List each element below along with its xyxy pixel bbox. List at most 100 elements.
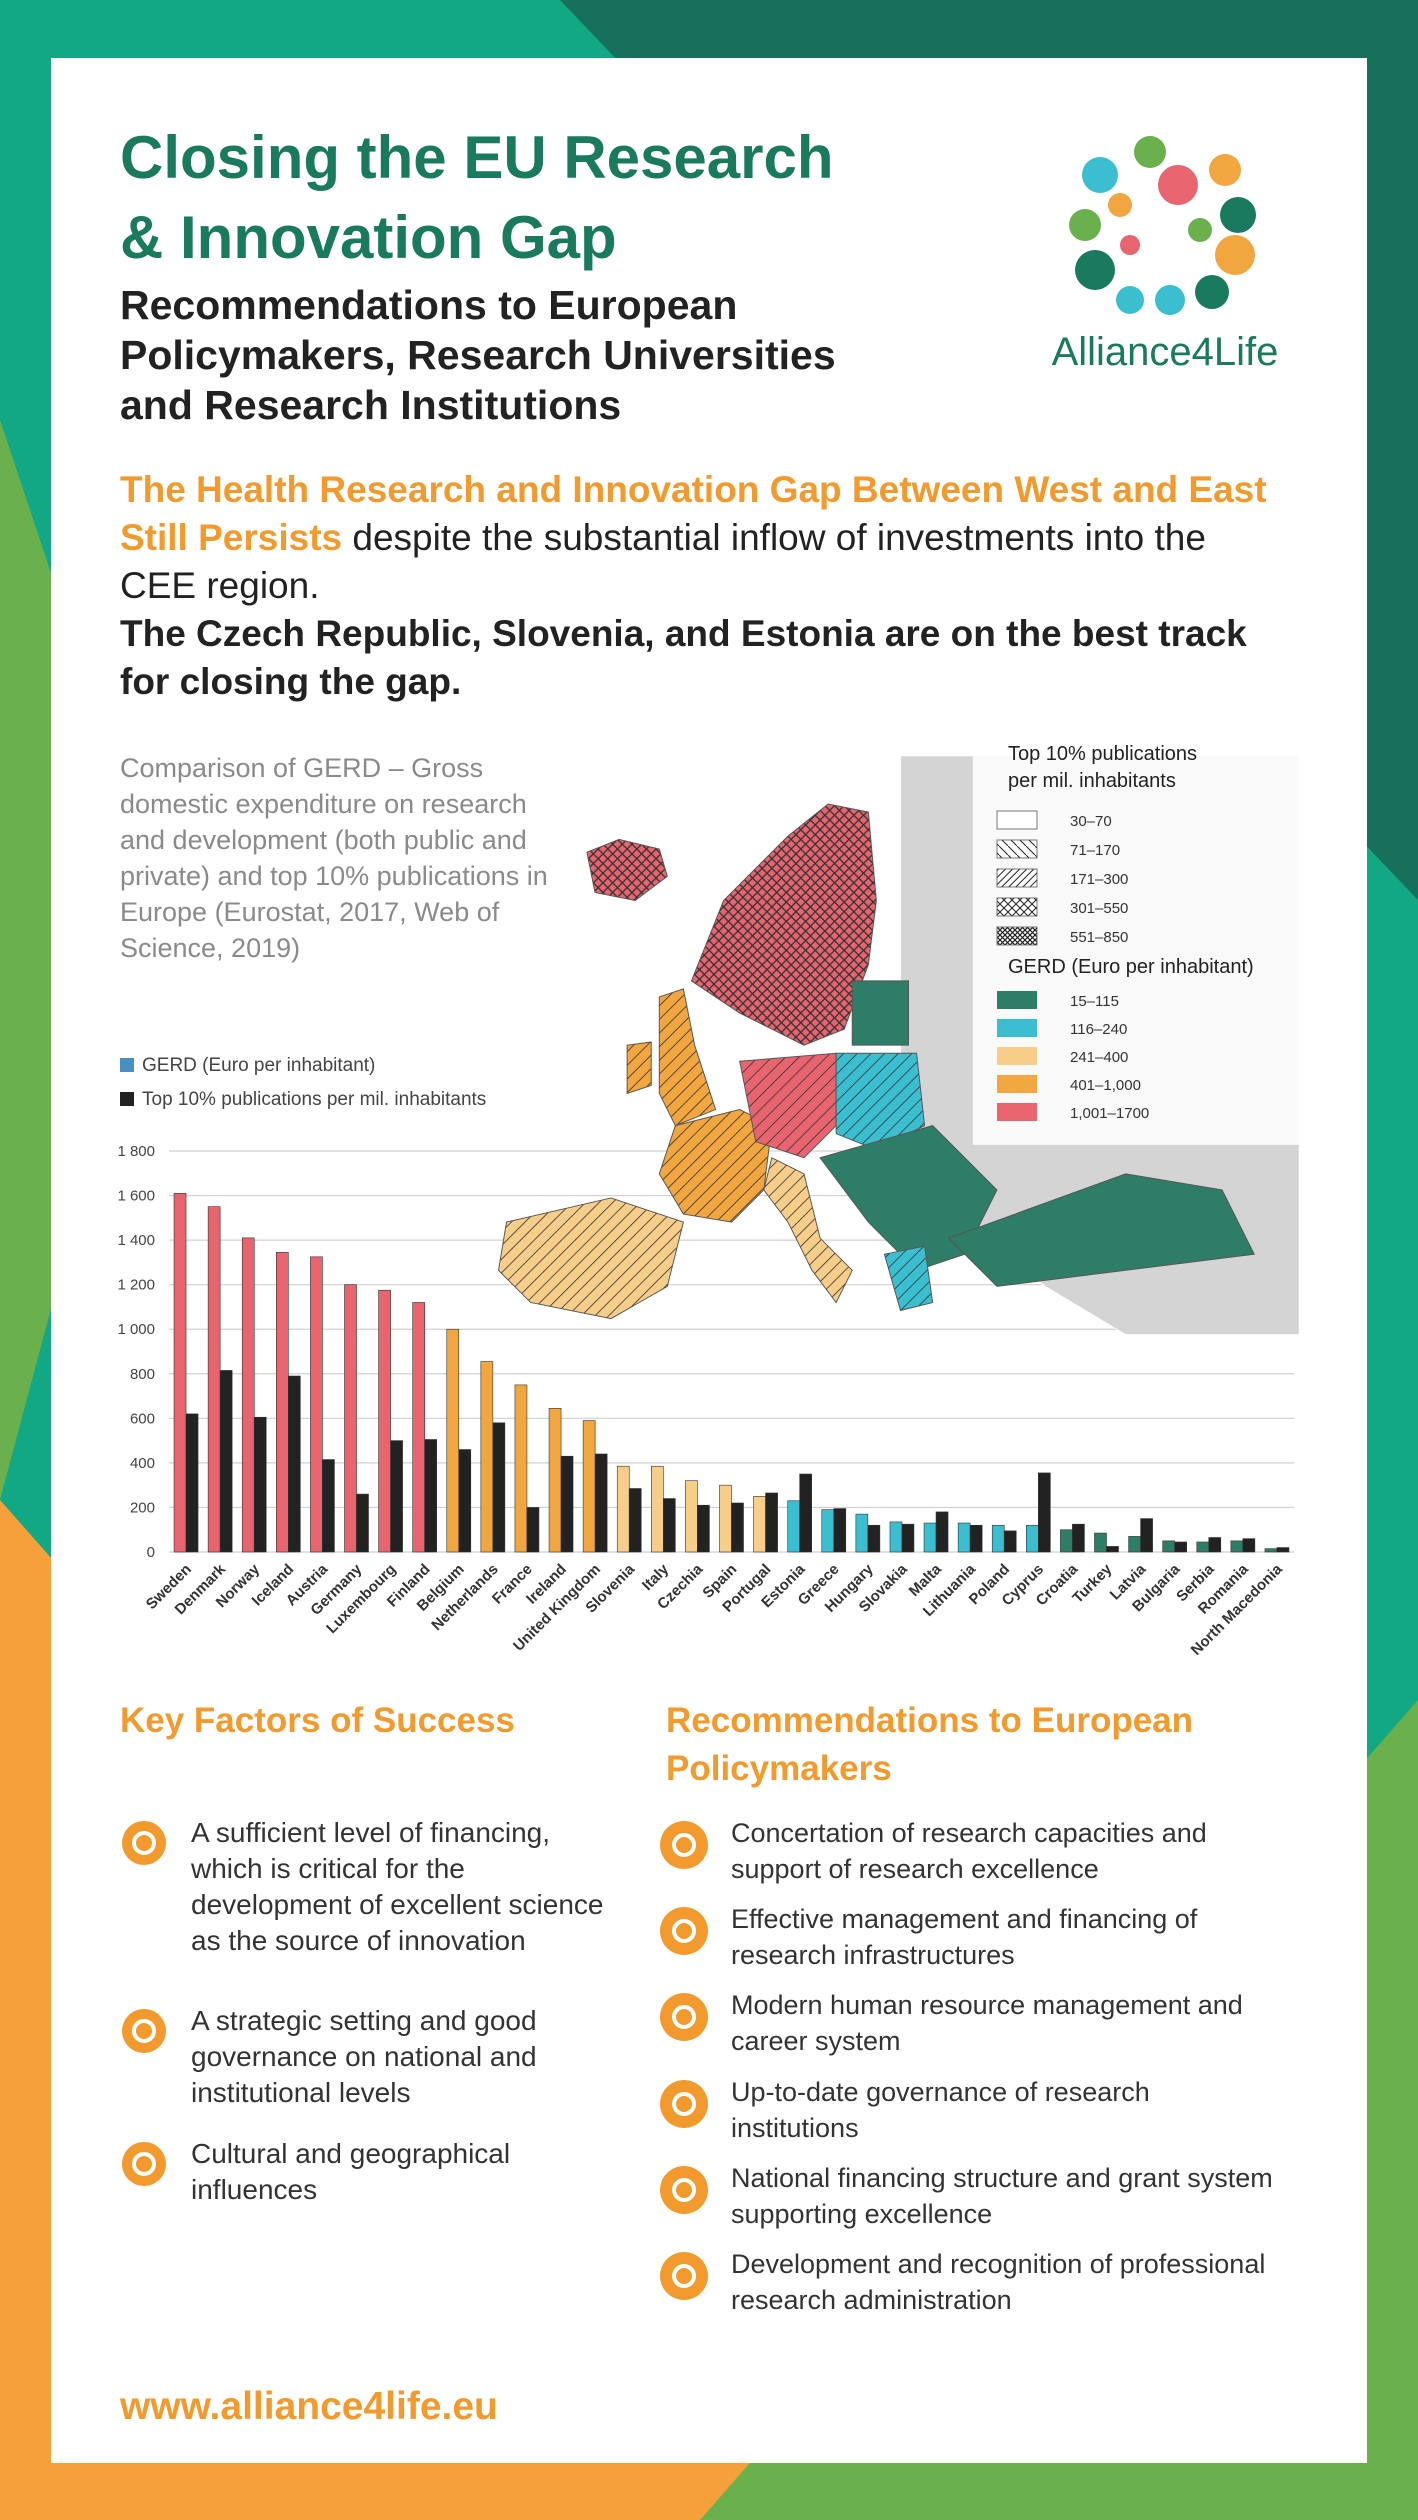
bar: [821, 1509, 835, 1553]
bar: [582, 1420, 596, 1553]
bar: [651, 1465, 664, 1553]
bar: [957, 1522, 971, 1553]
bar: [628, 1488, 642, 1553]
list-item: National financing structure and grant s…: [731, 2162, 1273, 2229]
bar: [935, 1511, 949, 1553]
section-title: Recommendations to European Policymakers: [666, 1701, 1194, 1788]
bar: [1230, 1540, 1244, 1553]
map-legend-label: 401–1,000: [1070, 1077, 1141, 1094]
bar: [1242, 1538, 1256, 1553]
list-item: A sufficient level of financing, which i…: [191, 1817, 604, 1956]
footer-url: www.alliance4life.eu: [120, 2385, 498, 2428]
icon: [122, 2142, 166, 2186]
bar: [424, 1439, 437, 1553]
bar: [446, 1328, 460, 1553]
map-legend-swatch: [997, 991, 1037, 1009]
y-tick-label: 600: [130, 1410, 155, 1427]
subtitle: Recommendations to European Policymakers…: [120, 280, 836, 430]
bar: [855, 1513, 869, 1553]
bar: [991, 1524, 1005, 1553]
y-tick-label: 1 400: [117, 1232, 155, 1249]
bar: [1060, 1529, 1073, 1553]
icon: [122, 1821, 166, 1865]
bar: [753, 1496, 766, 1553]
bar: [1196, 1541, 1210, 1553]
bar: [207, 1206, 221, 1553]
legend-label: Top 10% publications per mil. inhabitant…: [142, 1089, 486, 1110]
intro-highlight: The Health Research and Innovation Gap B…: [120, 469, 1267, 558]
bar: [1038, 1472, 1051, 1553]
bar: [901, 1523, 915, 1553]
icon: [660, 1907, 708, 1956]
bar: [1072, 1523, 1085, 1553]
logo-name: Alliance4Life: [1051, 330, 1279, 374]
bar: [1174, 1541, 1187, 1553]
bar: [492, 1422, 506, 1553]
map-legend-swatch: [997, 1103, 1037, 1121]
bar: [1094, 1532, 1107, 1553]
list-item: Modern human resource management and car…: [731, 1990, 1243, 2057]
bar: [185, 1413, 199, 1553]
bar: [412, 1302, 425, 1553]
bar: [719, 1484, 732, 1553]
bar: [1128, 1536, 1141, 1553]
icon: [660, 2252, 708, 2300]
list-item: Cultural and geographical influences: [191, 2138, 511, 2205]
icon: [660, 2079, 708, 2128]
title: Closing the EU Research & Innovation Gap: [120, 118, 834, 278]
bar: [276, 1252, 289, 1553]
bar: [697, 1504, 710, 1553]
map-legend-swatch: [997, 1019, 1037, 1037]
map-legend-swatch: [996, 897, 1038, 917]
y-tick-label: 1 600: [117, 1188, 155, 1205]
map-legend-title: GERD (Euro per inhabitant): [1008, 956, 1254, 978]
bar: [833, 1508, 847, 1553]
bar: [1276, 1547, 1290, 1553]
bar: [356, 1493, 369, 1553]
subtitle-line: Recommendations to European: [120, 282, 738, 328]
bar: [378, 1289, 391, 1553]
bar: [219, 1370, 233, 1553]
y-tick-label: 200: [130, 1499, 155, 1516]
bar: [867, 1524, 881, 1553]
bar: [548, 1408, 562, 1553]
map-legend-label: 301–550: [1070, 900, 1128, 917]
y-tick-label: 1 200: [117, 1277, 155, 1294]
list-item: Development and recognition of professio…: [731, 2249, 1266, 2315]
map-legend-label: 15–115: [1070, 993, 1119, 1010]
bar: [1208, 1537, 1222, 1553]
map-legend-label: 1,001–1700: [1070, 1105, 1149, 1122]
map-legend-label: 241–400: [1070, 1049, 1128, 1066]
map-legend-swatch: [997, 1047, 1037, 1065]
y-tick-label: 400: [130, 1455, 155, 1472]
legend-swatch: [120, 1058, 134, 1072]
map-legend-label: 171–300: [1070, 871, 1128, 888]
bar: [1003, 1530, 1017, 1553]
list-item: Effective management and financing of re…: [731, 1904, 1198, 1971]
bar: [1162, 1540, 1175, 1553]
y-tick-label: 1 800: [117, 1143, 155, 1160]
bar: [310, 1256, 323, 1553]
map-legend-swatch: [996, 839, 1038, 859]
map-legend-label: 30–70: [1070, 813, 1112, 830]
bar: [560, 1455, 574, 1553]
icon: [122, 2009, 166, 2053]
icon: [660, 1993, 708, 2042]
bar: [344, 1284, 357, 1553]
bar: [787, 1500, 800, 1553]
bar: [1106, 1546, 1119, 1553]
bar: [458, 1449, 472, 1553]
map-legend-swatch: [997, 1075, 1037, 1093]
map-legend-label: 551–850: [1070, 929, 1128, 946]
list-item: Concertation of research capacities and …: [731, 1818, 1207, 1884]
y-tick-label: 1 000: [117, 1321, 155, 1338]
bar: [1026, 1524, 1039, 1553]
y-tick-label: 0: [147, 1544, 155, 1561]
legend-swatch: [120, 1092, 134, 1106]
map-legend-label: 71–170: [1070, 842, 1120, 859]
bar: [663, 1498, 676, 1553]
list-item: Up-to-date governance of research instit…: [731, 2076, 1150, 2143]
map-legend-swatch: [996, 926, 1038, 946]
bar: [889, 1521, 903, 1553]
